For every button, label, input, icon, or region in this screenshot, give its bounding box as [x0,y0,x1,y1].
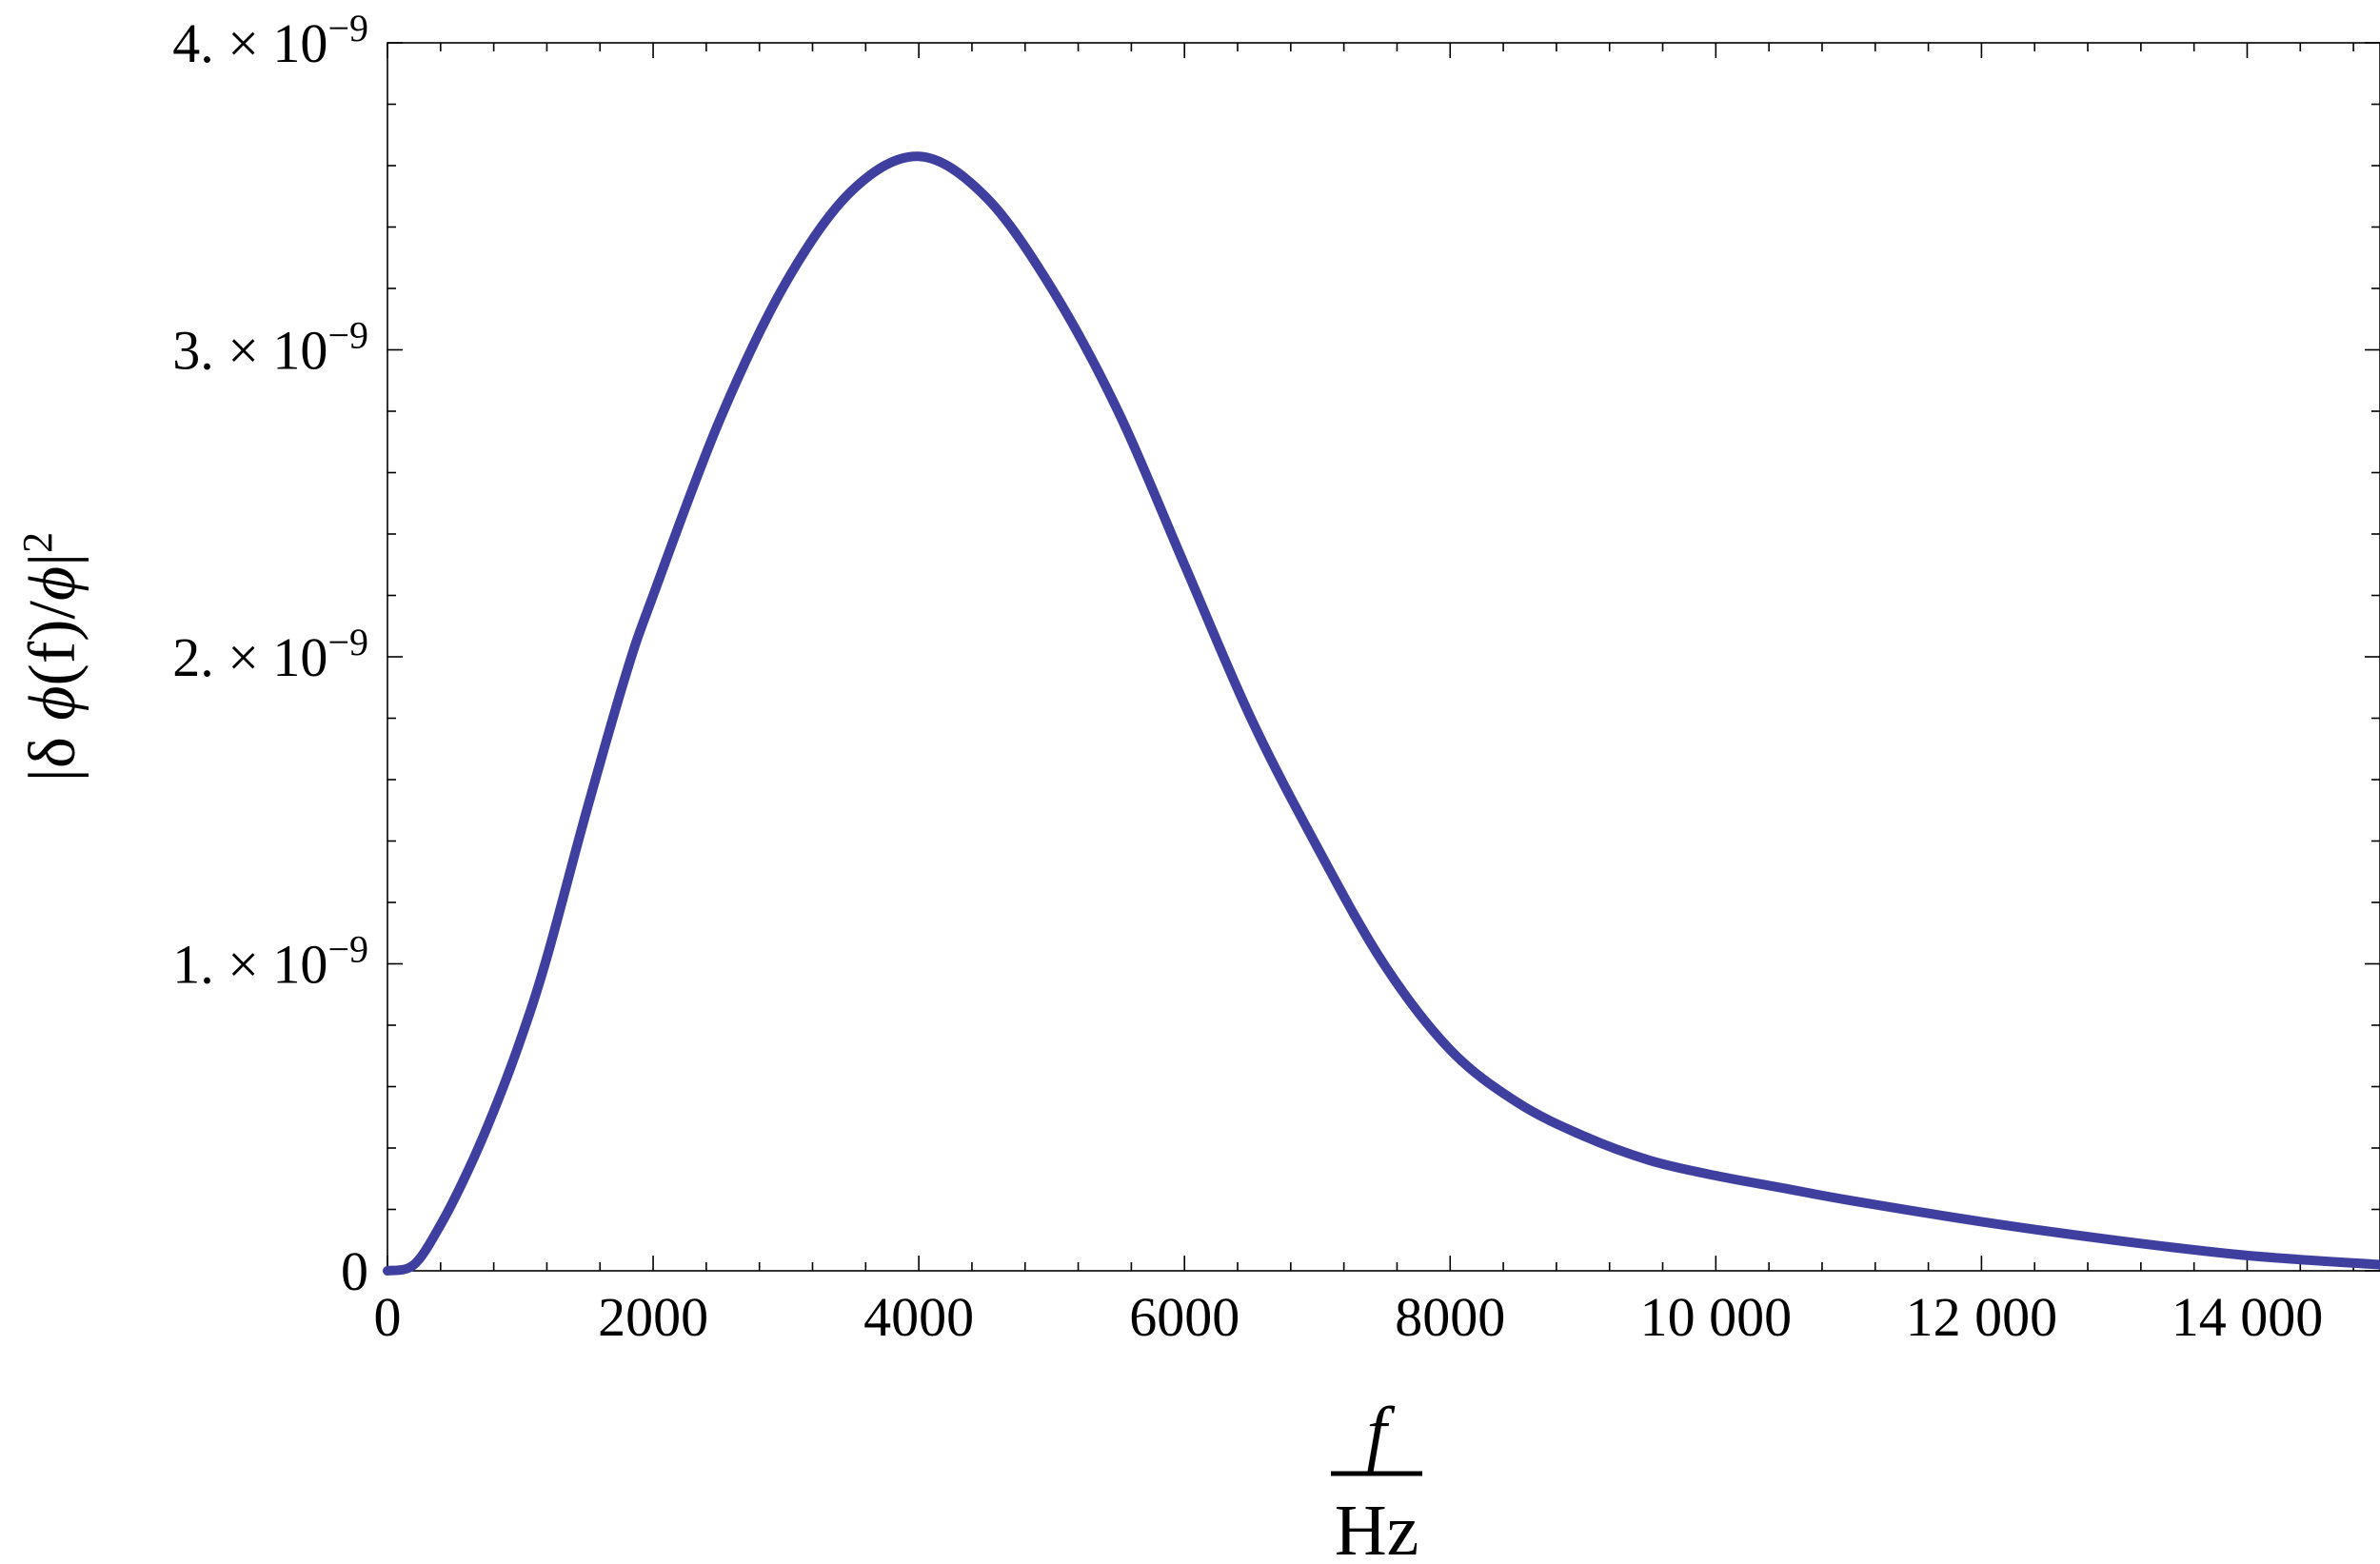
x-tick-label: 12 000 [1906,1286,2058,1348]
y-tick-label: 1. × 10−9 [172,927,368,996]
y-axis-label-pre: |δ [16,721,89,782]
y-axis-label-exponent: 2 [14,532,61,553]
x-tick-label: 10 000 [1640,1286,1793,1348]
y-axis-label-post: | [16,553,89,566]
x-tick-label: 6000 [1129,1286,1240,1348]
x-axis-label-denominator: Hz [1335,1491,1419,1564]
x-tick-label: 14 000 [2172,1286,2324,1348]
x-tick-label: 4000 [863,1286,974,1348]
x-axis-label-numerator: f [1366,1393,1395,1473]
y-tick-label: 0 [341,1240,368,1302]
series-group [383,151,2380,1276]
plot-frame [387,42,2380,1272]
y-axis-label-phi-1: ϕ [16,685,89,720]
y-tick-label: 3. × 10−9 [172,313,368,382]
y-axis-ticks: 0 1. × 10−9 2. × 10−9 3. × 10−9 4. × 10−9 [172,7,2380,1302]
y-tick-label: 4. × 10−9 [172,7,368,75]
x-tick-label: 0 [374,1286,402,1348]
y-axis-label-phi-2: ϕ [16,566,89,601]
y-tick-label: 2. × 10−9 [172,621,368,689]
y-axis-label: |δ ϕ(f)/ϕ|2 [14,532,90,782]
series-line [383,151,2380,1276]
x-tick-label: 8000 [1395,1286,1505,1348]
x-tick-label: 2000 [598,1286,708,1348]
x-axis-ticks: 0 2000 4000 6000 8000 10 000 12 000 14 000 [374,43,2354,1348]
y-axis-label-mid: (f)/ [16,601,89,686]
